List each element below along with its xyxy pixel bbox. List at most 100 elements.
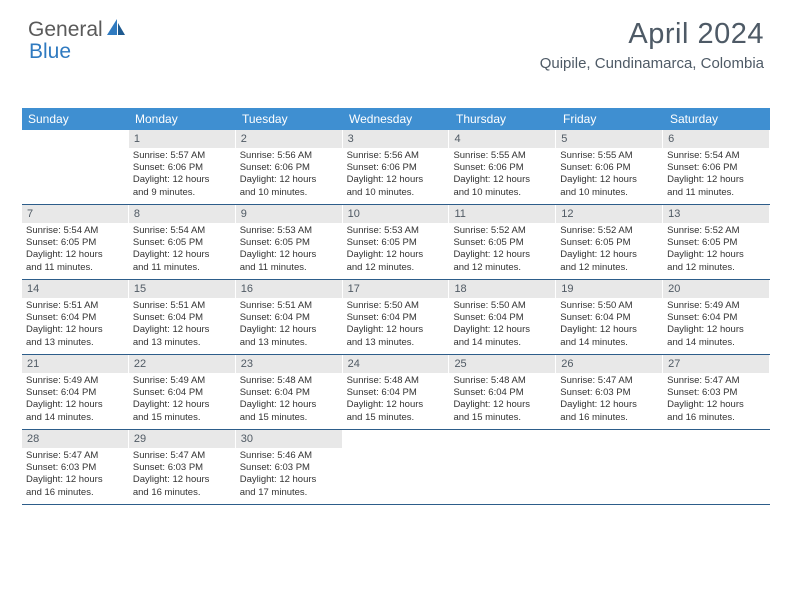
day-details: Sunrise: 5:54 AMSunset: 6:06 PMDaylight:… xyxy=(663,148,769,199)
sunrise-line: Sunrise: 5:51 AM xyxy=(26,300,124,312)
day-cell-empty xyxy=(449,430,556,504)
day-cell: 11Sunrise: 5:52 AMSunset: 6:05 PMDayligh… xyxy=(449,205,556,279)
sunrise-line: Sunrise: 5:55 AM xyxy=(453,150,551,162)
daylight-line1: Daylight: 12 hours xyxy=(453,174,551,186)
day-details: Sunrise: 5:51 AMSunset: 6:04 PMDaylight:… xyxy=(22,298,128,349)
sunset-line: Sunset: 6:04 PM xyxy=(347,312,445,324)
sunrise-line: Sunrise: 5:53 AM xyxy=(240,225,338,237)
daylight-line2: and 10 minutes. xyxy=(560,187,658,199)
daylight-line2: and 13 minutes. xyxy=(347,337,445,349)
daylight-line1: Daylight: 12 hours xyxy=(667,324,765,336)
day-details: Sunrise: 5:47 AMSunset: 6:03 PMDaylight:… xyxy=(129,448,235,499)
day-number: 6 xyxy=(663,130,769,148)
day-number: 2 xyxy=(236,130,342,148)
weekday-header: Monday xyxy=(129,108,236,130)
daylight-line1: Daylight: 12 hours xyxy=(133,399,231,411)
daylight-line2: and 13 minutes. xyxy=(240,337,338,349)
daylight-line1: Daylight: 12 hours xyxy=(240,399,338,411)
daylight-line2: and 16 minutes. xyxy=(133,487,231,499)
daylight-line1: Daylight: 12 hours xyxy=(347,399,445,411)
day-number: 1 xyxy=(129,130,235,148)
day-cell: 23Sunrise: 5:48 AMSunset: 6:04 PMDayligh… xyxy=(236,355,343,429)
day-number: 23 xyxy=(236,355,342,373)
week-row: 21Sunrise: 5:49 AMSunset: 6:04 PMDayligh… xyxy=(22,355,770,430)
day-details: Sunrise: 5:50 AMSunset: 6:04 PMDaylight:… xyxy=(449,298,555,349)
day-number: 13 xyxy=(663,205,769,223)
weekday-header: Saturday xyxy=(664,108,770,130)
sunset-line: Sunset: 6:03 PM xyxy=(667,387,765,399)
sunrise-line: Sunrise: 5:49 AM xyxy=(133,375,231,387)
sunset-line: Sunset: 6:03 PM xyxy=(133,462,231,474)
day-cell: 14Sunrise: 5:51 AMSunset: 6:04 PMDayligh… xyxy=(22,280,129,354)
daylight-line1: Daylight: 12 hours xyxy=(133,324,231,336)
day-number: 10 xyxy=(343,205,449,223)
sunset-line: Sunset: 6:04 PM xyxy=(453,312,551,324)
sunrise-line: Sunrise: 5:54 AM xyxy=(26,225,124,237)
day-details: Sunrise: 5:51 AMSunset: 6:04 PMDaylight:… xyxy=(236,298,342,349)
day-number: 15 xyxy=(129,280,235,298)
week-row: 1Sunrise: 5:57 AMSunset: 6:06 PMDaylight… xyxy=(22,130,770,205)
sunset-line: Sunset: 6:05 PM xyxy=(347,237,445,249)
sunset-line: Sunset: 6:04 PM xyxy=(240,387,338,399)
day-details: Sunrise: 5:55 AMSunset: 6:06 PMDaylight:… xyxy=(449,148,555,199)
daylight-line1: Daylight: 12 hours xyxy=(453,324,551,336)
day-number: 8 xyxy=(129,205,235,223)
day-details: Sunrise: 5:55 AMSunset: 6:06 PMDaylight:… xyxy=(556,148,662,199)
day-cell: 15Sunrise: 5:51 AMSunset: 6:04 PMDayligh… xyxy=(129,280,236,354)
daylight-line2: and 12 minutes. xyxy=(560,262,658,274)
day-number: 24 xyxy=(343,355,449,373)
daylight-line2: and 14 minutes. xyxy=(26,412,124,424)
sunrise-line: Sunrise: 5:54 AM xyxy=(133,225,231,237)
day-cell-empty xyxy=(343,430,450,504)
day-cell: 28Sunrise: 5:47 AMSunset: 6:03 PMDayligh… xyxy=(22,430,129,504)
sunset-line: Sunset: 6:03 PM xyxy=(240,462,338,474)
day-cell: 18Sunrise: 5:50 AMSunset: 6:04 PMDayligh… xyxy=(449,280,556,354)
sunset-line: Sunset: 6:06 PM xyxy=(347,162,445,174)
day-cell: 25Sunrise: 5:48 AMSunset: 6:04 PMDayligh… xyxy=(449,355,556,429)
day-cell: 1Sunrise: 5:57 AMSunset: 6:06 PMDaylight… xyxy=(129,130,236,204)
day-number: 18 xyxy=(449,280,555,298)
daylight-line1: Daylight: 12 hours xyxy=(26,249,124,261)
daylight-line1: Daylight: 12 hours xyxy=(133,474,231,486)
sunset-line: Sunset: 6:04 PM xyxy=(240,312,338,324)
day-cell: 30Sunrise: 5:46 AMSunset: 6:03 PMDayligh… xyxy=(236,430,343,504)
daylight-line2: and 14 minutes. xyxy=(453,337,551,349)
daylight-line1: Daylight: 12 hours xyxy=(560,249,658,261)
day-details: Sunrise: 5:54 AMSunset: 6:05 PMDaylight:… xyxy=(129,223,235,274)
weekday-header-row: SundayMondayTuesdayWednesdayThursdayFrid… xyxy=(22,108,770,130)
weeks-container: 1Sunrise: 5:57 AMSunset: 6:06 PMDaylight… xyxy=(22,130,770,505)
daylight-line1: Daylight: 12 hours xyxy=(240,474,338,486)
day-cell: 22Sunrise: 5:49 AMSunset: 6:04 PMDayligh… xyxy=(129,355,236,429)
day-number: 29 xyxy=(129,430,235,448)
day-details: Sunrise: 5:49 AMSunset: 6:04 PMDaylight:… xyxy=(663,298,769,349)
day-number: 25 xyxy=(449,355,555,373)
day-details: Sunrise: 5:51 AMSunset: 6:04 PMDaylight:… xyxy=(129,298,235,349)
sunrise-line: Sunrise: 5:48 AM xyxy=(347,375,445,387)
daylight-line2: and 16 minutes. xyxy=(560,412,658,424)
day-number: 27 xyxy=(663,355,769,373)
day-details: Sunrise: 5:53 AMSunset: 6:05 PMDaylight:… xyxy=(236,223,342,274)
day-number: 16 xyxy=(236,280,342,298)
day-details: Sunrise: 5:57 AMSunset: 6:06 PMDaylight:… xyxy=(129,148,235,199)
weekday-header: Sunday xyxy=(22,108,129,130)
day-cell: 20Sunrise: 5:49 AMSunset: 6:04 PMDayligh… xyxy=(663,280,770,354)
sunrise-line: Sunrise: 5:50 AM xyxy=(560,300,658,312)
day-cell: 13Sunrise: 5:52 AMSunset: 6:05 PMDayligh… xyxy=(663,205,770,279)
daylight-line2: and 11 minutes. xyxy=(240,262,338,274)
sunset-line: Sunset: 6:04 PM xyxy=(133,387,231,399)
day-number: 7 xyxy=(22,205,128,223)
day-cell: 29Sunrise: 5:47 AMSunset: 6:03 PMDayligh… xyxy=(129,430,236,504)
daylight-line2: and 9 minutes. xyxy=(133,187,231,199)
sunset-line: Sunset: 6:04 PM xyxy=(26,312,124,324)
sunset-line: Sunset: 6:05 PM xyxy=(26,237,124,249)
daylight-line1: Daylight: 12 hours xyxy=(240,324,338,336)
daylight-line1: Daylight: 12 hours xyxy=(560,399,658,411)
page-title: April 2024 xyxy=(540,18,764,51)
sunrise-line: Sunrise: 5:51 AM xyxy=(133,300,231,312)
daylight-line2: and 13 minutes. xyxy=(133,337,231,349)
day-cell: 19Sunrise: 5:50 AMSunset: 6:04 PMDayligh… xyxy=(556,280,663,354)
sunrise-line: Sunrise: 5:51 AM xyxy=(240,300,338,312)
day-details: Sunrise: 5:48 AMSunset: 6:04 PMDaylight:… xyxy=(343,373,449,424)
day-details: Sunrise: 5:48 AMSunset: 6:04 PMDaylight:… xyxy=(449,373,555,424)
sunrise-line: Sunrise: 5:49 AM xyxy=(667,300,765,312)
